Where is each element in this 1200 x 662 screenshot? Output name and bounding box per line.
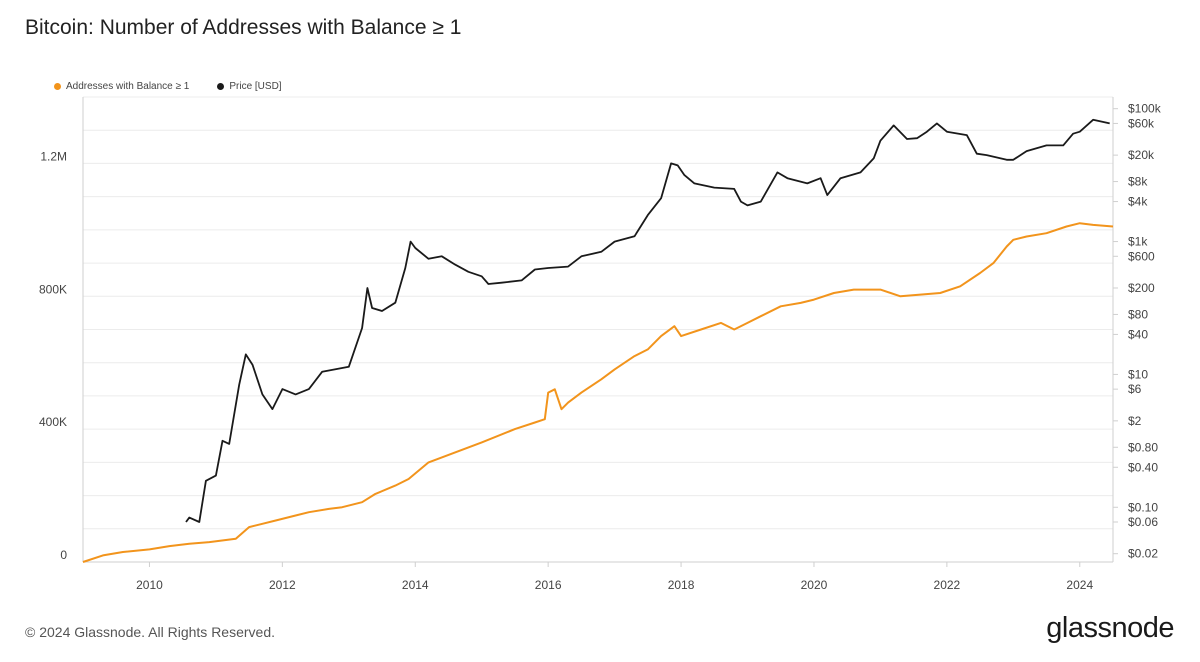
- y-left-tick-label: 400K: [39, 415, 67, 429]
- y-right-tick-label: $0.40: [1128, 460, 1158, 474]
- y-right-tick-label: $600: [1128, 249, 1155, 263]
- y-right-tick-label: $8k: [1128, 175, 1148, 189]
- glassnode-logo: glassnode: [1046, 612, 1174, 644]
- y-right-tick-label: $100k: [1128, 102, 1162, 116]
- y-right-tick-label: $6: [1128, 382, 1142, 396]
- y-right-tick-label: $60k: [1128, 116, 1155, 130]
- x-tick-label: 2016: [535, 578, 562, 592]
- series-line-price: [185, 118, 1110, 523]
- y-right-tick-label: $200: [1128, 281, 1155, 295]
- x-tick-label: 2012: [269, 578, 296, 592]
- y-left-tick-label: 800K: [39, 282, 67, 296]
- x-tick-label: 2020: [801, 578, 828, 592]
- legend-item-price[interactable]: Price [USD]: [217, 81, 282, 92]
- y-right-tick-label: $80: [1128, 307, 1148, 321]
- y-right-tick-label: $2: [1128, 414, 1142, 428]
- y-right-tick-label: $10: [1128, 367, 1148, 381]
- y-left-tick-label: 0: [60, 548, 67, 562]
- legend-dot-price: [217, 83, 225, 90]
- y-right-tick-label: $0.02: [1128, 547, 1158, 561]
- x-tick-label: 2024: [1066, 578, 1093, 592]
- legend-label-price: Price [USD]: [229, 81, 282, 92]
- y-right-tick-label: $4k: [1128, 195, 1148, 209]
- x-tick-label: 2018: [668, 578, 695, 592]
- x-tick-label: 2022: [934, 578, 961, 592]
- chart-legend: Addresses with Balance ≥ 1 Price [USD]: [54, 81, 282, 92]
- y-left-tick-label: 1.2M: [40, 149, 67, 163]
- legend-item-addresses[interactable]: Addresses with Balance ≥ 1: [54, 81, 189, 92]
- x-tick-label: 2014: [402, 578, 429, 592]
- copyright-footer: © 2024 Glassnode. All Rights Reserved.: [25, 624, 276, 640]
- legend-dot-addresses: [54, 83, 61, 90]
- series-line-addresses: [82, 222, 1114, 563]
- x-tick-label: 2010: [136, 578, 163, 592]
- y-right-tick-label: $0.10: [1128, 500, 1158, 514]
- y-right-tick-label: $20k: [1128, 148, 1155, 162]
- y-right-tick-label: $0.80: [1128, 440, 1158, 454]
- legend-label-addresses: Addresses with Balance ≥ 1: [66, 81, 190, 92]
- y-right-tick-label: $1k: [1128, 235, 1148, 249]
- chart-title: Bitcoin: Number of Addresses with Balanc…: [25, 16, 462, 39]
- y-right-tick-label: $40: [1128, 327, 1148, 341]
- y-right-tick-label: $0.06: [1128, 515, 1158, 529]
